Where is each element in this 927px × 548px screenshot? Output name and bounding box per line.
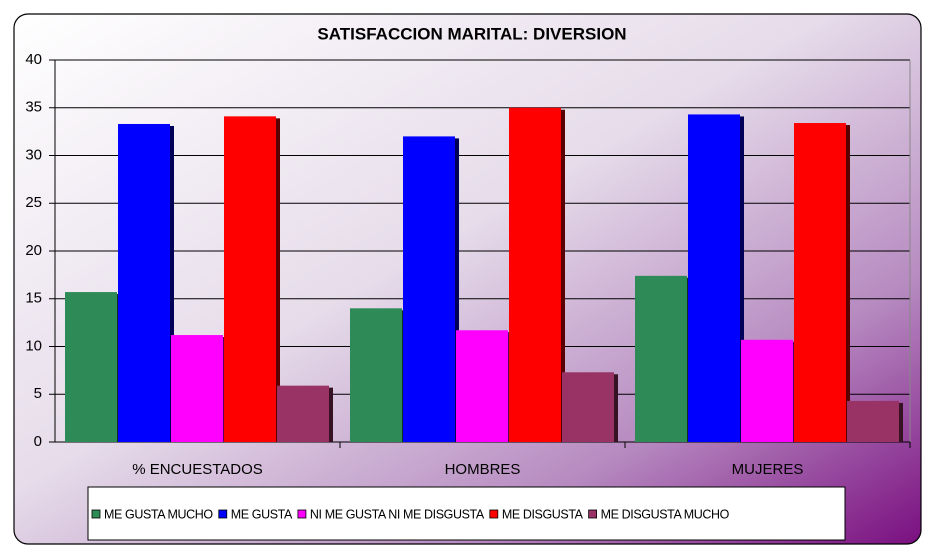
bar: [171, 335, 223, 442]
legend-label: ME DISGUSTA: [502, 507, 584, 521]
x-tick-label: HOMBRES: [445, 461, 521, 478]
y-tick-label: 25: [25, 194, 42, 211]
y-tick-label: 0: [34, 433, 42, 450]
x-tick-label: MUJERES: [732, 461, 804, 478]
bar: [118, 123, 170, 443]
bar: [509, 107, 561, 442]
bar: [403, 136, 455, 442]
y-tick-label: 5: [34, 385, 42, 402]
legend-box: [87, 486, 846, 541]
y-tick-label: 15: [25, 290, 42, 307]
bar: [350, 308, 402, 442]
legend-label: ME DISGUSTA MUCHO: [601, 507, 730, 521]
bar: [635, 275, 687, 442]
bar: [277, 385, 329, 442]
bar: [688, 114, 740, 442]
bar: [741, 339, 793, 442]
legend-swatch: [588, 509, 598, 519]
bar: [65, 292, 117, 442]
y-tick-label: 20: [25, 242, 42, 259]
bar: [847, 400, 899, 442]
x-tick-label: % ENCUESTADOS: [132, 461, 263, 478]
bar: [562, 372, 614, 442]
bar: [456, 330, 508, 442]
bar: [794, 123, 846, 442]
legend-swatch: [218, 509, 228, 519]
chart-title: SATISFACCION MARITAL: DIVERSION: [317, 24, 626, 43]
y-tick-label: 40: [25, 51, 42, 68]
bar: [224, 116, 276, 442]
legend-label: ME GUSTA MUCHO: [104, 507, 213, 521]
y-tick-label: 30: [25, 146, 42, 163]
y-tick-label: 35: [25, 99, 42, 116]
legend: ME GUSTA MUCHO ME GUSTA NI ME GUSTA NI ME …: [91, 507, 730, 521]
legend-label: NI ME GUSTA NI ME DISGUSTA: [310, 507, 485, 521]
legend-swatch: [489, 509, 499, 519]
legend-swatch: [91, 509, 101, 519]
y-tick-label: 10: [25, 337, 42, 354]
legend-swatch: [297, 509, 307, 519]
legend-label: ME GUSTA: [231, 507, 293, 521]
